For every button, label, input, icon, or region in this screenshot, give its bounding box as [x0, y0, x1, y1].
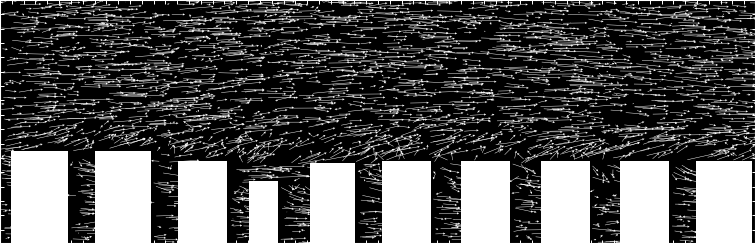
- Bar: [249, 181, 278, 244]
- Bar: [541, 161, 590, 244]
- Bar: [696, 161, 752, 244]
- Bar: [310, 163, 355, 244]
- Bar: [11, 151, 68, 244]
- Bar: [382, 161, 431, 244]
- Bar: [178, 161, 227, 244]
- Bar: [620, 161, 669, 244]
- Bar: [461, 161, 510, 244]
- Bar: [94, 151, 151, 244]
